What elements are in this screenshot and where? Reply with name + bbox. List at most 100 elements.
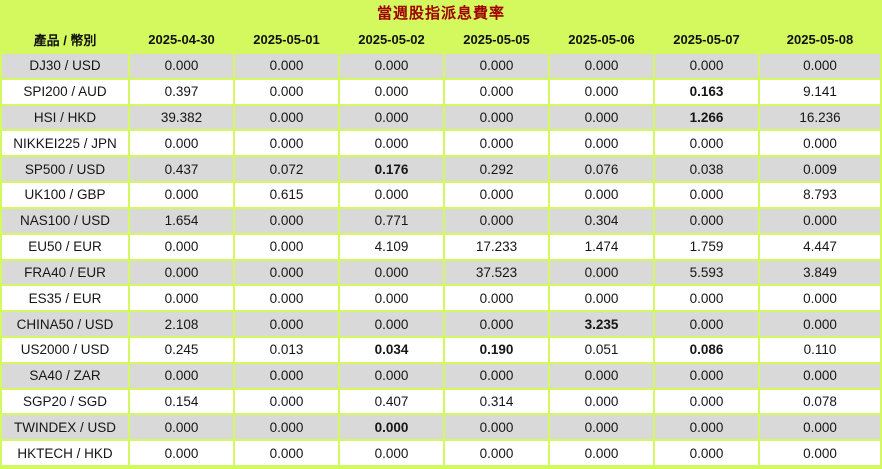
fee-cell: 0.615 — [235, 183, 338, 207]
product-cell: HKTECH / HKD — [2, 441, 128, 465]
fee-cell: 0.000 — [550, 415, 653, 440]
fee-cell: 0.110 — [760, 337, 880, 362]
fee-cell: 0.000 — [550, 260, 653, 285]
date-column-header: 2025-05-07 — [655, 26, 758, 52]
fee-cell: 0.000 — [130, 363, 233, 388]
fee-cell: 0.000 — [760, 312, 880, 336]
fee-cell: 8.793 — [760, 183, 880, 207]
fee-cell: 0.000 — [130, 260, 233, 285]
product-cell: EU50 / EUR — [2, 234, 128, 259]
fee-cell: 0.051 — [550, 337, 653, 362]
fee-cell: 0.000 — [550, 79, 653, 104]
table-row: SP500 / USD 0.437 0.072 0.176 0.292 0.076 0.03… — [2, 157, 880, 182]
fee-cell: 0.000 — [550, 389, 653, 414]
table-row: TWINDEX / USD 0.000 0.000 0.000 0.000 0.000 0.… — [2, 415, 880, 440]
fee-cell: 0.000 — [655, 389, 758, 414]
fee-cell: 0.000 — [445, 286, 548, 311]
fee-cell: 0.000 — [235, 415, 338, 440]
product-cell: HSI / HKD — [2, 105, 128, 130]
fee-cell: 0.000 — [550, 183, 653, 207]
fee-cell: 0.314 — [445, 389, 548, 414]
fee-cell: 0.000 — [760, 286, 880, 311]
fee-cell: 0.000 — [445, 208, 548, 233]
fee-cell: 0.163 — [655, 79, 758, 104]
fee-cell: 0.000 — [655, 363, 758, 388]
fee-cell: 0.407 — [340, 389, 443, 414]
product-cell: SGP20 / SGD — [2, 389, 128, 414]
fee-cell: 9.141 — [760, 79, 880, 104]
table-row: HSI / HKD 39.382 0.000 0.000 0.000 0.000 1.266… — [2, 105, 880, 130]
fee-cell: 0.000 — [130, 131, 233, 156]
fee-cell: 0.000 — [235, 441, 338, 465]
fee-cell: 0.000 — [760, 363, 880, 388]
fee-cell: 0.034 — [340, 337, 443, 362]
fee-cell: 1.654 — [130, 208, 233, 233]
fee-cell: 0.176 — [340, 157, 443, 182]
fee-cell: 0.000 — [550, 131, 653, 156]
fee-cell: 0.245 — [130, 337, 233, 362]
fee-cell: 0.000 — [655, 54, 758, 78]
fee-cell: 1.474 — [550, 234, 653, 259]
table-row: US2000 / USD 0.245 0.013 0.034 0.190 0.051 0.0… — [2, 337, 880, 362]
fee-cell: 0.000 — [445, 79, 548, 104]
fee-cell: 0.000 — [760, 441, 880, 465]
fee-cell: 0.000 — [445, 363, 548, 388]
fee-cell: 4.447 — [760, 234, 880, 259]
fee-cell: 0.000 — [550, 363, 653, 388]
fee-cell: 0.000 — [445, 131, 548, 156]
fee-cell: 0.000 — [130, 234, 233, 259]
fee-cell: 0.000 — [340, 183, 443, 207]
fee-cell: 16.236 — [760, 105, 880, 130]
product-currency-header: 產品 / 幣別 — [2, 26, 128, 52]
fee-cell: 4.109 — [340, 234, 443, 259]
fee-cell: 0.038 — [655, 157, 758, 182]
fee-cell: 0.000 — [655, 183, 758, 207]
fee-cell: 0.304 — [550, 208, 653, 233]
fee-cell: 0.000 — [235, 260, 338, 285]
fee-cell: 0.000 — [760, 54, 880, 78]
fee-cell: 0.000 — [340, 54, 443, 78]
fee-cell: 0.000 — [235, 131, 338, 156]
table-row: UK100 / GBP 0.000 0.615 0.000 0.000 0.000 0.00… — [2, 183, 880, 207]
fee-table: 產品 / 幣別 2025-04-30 2025-05-01 2025-05-02 20… — [0, 24, 882, 467]
table-row: NIKKEI225 / JPN 0.000 0.000 0.000 0.000 0.000… — [2, 131, 880, 156]
date-column-header: 2025-05-08 — [760, 26, 880, 52]
product-cell: SPI200 / AUD — [2, 79, 128, 104]
table-body: DJ30 / USD 0.000 0.000 0.000 0.000 0.000 0.000… — [2, 54, 880, 465]
product-cell: SP500 / USD — [2, 157, 128, 182]
fee-cell: 0.000 — [235, 234, 338, 259]
date-column-header: 2025-04-30 — [130, 26, 233, 52]
fee-cell: 0.000 — [130, 441, 233, 465]
fee-cell: 0.000 — [235, 312, 338, 336]
fee-cell: 0.000 — [655, 131, 758, 156]
fee-cell: 0.000 — [550, 441, 653, 465]
fee-cell: 0.000 — [340, 441, 443, 465]
fee-cell: 0.000 — [130, 183, 233, 207]
fee-cell: 0.292 — [445, 157, 548, 182]
fee-cell: 0.000 — [445, 183, 548, 207]
fee-cell: 0.000 — [550, 286, 653, 311]
page-title: 當週股指派息費率 — [376, 4, 505, 22]
fee-cell: 0.076 — [550, 157, 653, 182]
table-row: CHINA50 / USD 2.108 0.000 0.000 0.000 3.235 0.… — [2, 312, 880, 336]
fee-cell: 17.233 — [445, 234, 548, 259]
product-cell: FRA40 / EUR — [2, 260, 128, 285]
fee-cell: 0.000 — [445, 54, 548, 78]
date-column-header: 2025-05-06 — [550, 26, 653, 52]
fee-cell: 0.000 — [445, 105, 548, 130]
fee-cell: 39.382 — [130, 105, 233, 130]
product-cell: ES35 / EUR — [2, 286, 128, 311]
product-cell: US2000 / USD — [2, 337, 128, 362]
fee-cell: 0.000 — [445, 441, 548, 465]
fee-cell: 0.009 — [760, 157, 880, 182]
fee-cell: 0.000 — [340, 131, 443, 156]
fee-cell: 0.000 — [445, 312, 548, 336]
product-cell: NIKKEI225 / JPN — [2, 131, 128, 156]
product-cell: DJ30 / USD — [2, 54, 128, 78]
fee-cell: 0.000 — [655, 312, 758, 336]
fee-cell: 0.000 — [130, 286, 233, 311]
fee-cell: 1.759 — [655, 234, 758, 259]
fee-cell: 0.000 — [340, 286, 443, 311]
product-cell: UK100 / GBP — [2, 183, 128, 207]
